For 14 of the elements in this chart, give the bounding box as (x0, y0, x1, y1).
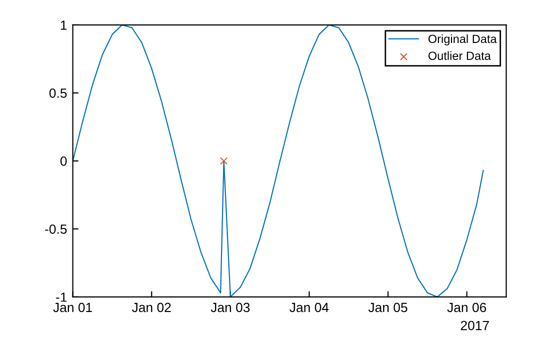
text: 2017 (460, 320, 489, 330)
y-tick-label: -1 (56, 292, 67, 302)
y-tick-label: -0.5 (45, 224, 67, 234)
x-tick-label: Jan 02 (132, 302, 171, 312)
legend-label: Original Data (428, 34, 497, 46)
x-tick-label: Jan 01 (53, 302, 92, 312)
y-tick-label: 1 (60, 20, 67, 30)
x-tick-label: Jan 03 (210, 302, 250, 312)
legend-label: Outlier Data (428, 51, 491, 60)
x-tick-label: Jan 05 (368, 302, 408, 312)
y-tick-label: 0.5 (49, 88, 67, 98)
x-tick-label: Jan 06 (447, 302, 486, 312)
x-tick-label: Jan 04 (290, 302, 329, 312)
y-tick-label: 0 (60, 156, 67, 166)
